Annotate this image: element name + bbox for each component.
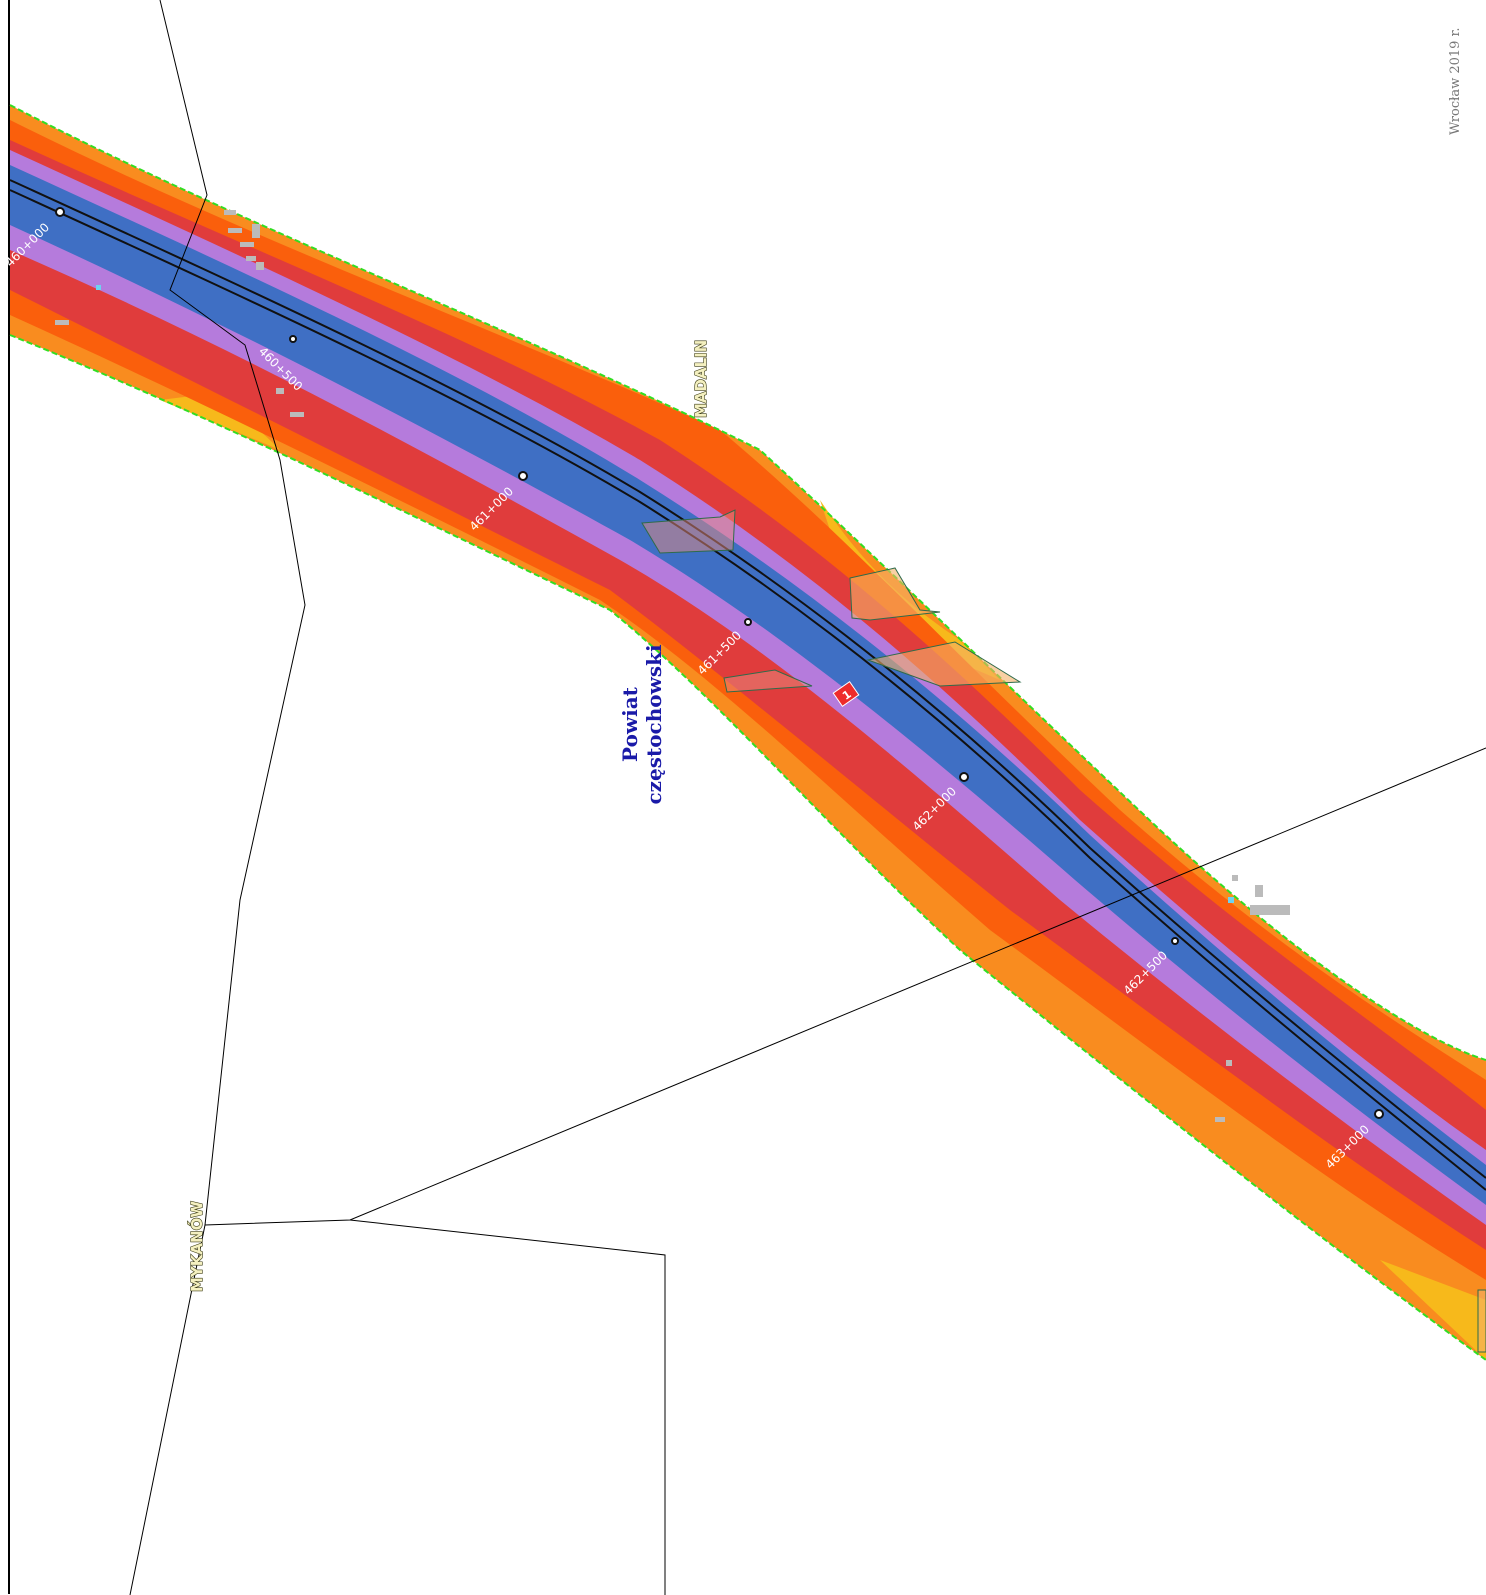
buffer-outline — [9, 104, 1486, 1061]
hatched-area — [1477, 1289, 1486, 1353]
boundary-line — [349, 1219, 666, 1595]
chainage-point — [959, 772, 969, 782]
chainage-point — [1171, 937, 1179, 945]
district-label-block: Powiat częstochowski — [618, 637, 666, 812]
zone-yellow — [160, 395, 280, 450]
map-frame — [8, 0, 1485, 1594]
chainage-point — [744, 618, 752, 626]
chainage-point — [518, 471, 528, 481]
hatched-area — [723, 669, 813, 693]
buildings — [55, 210, 1290, 1122]
hatched-area — [866, 641, 1022, 687]
chainage-point — [289, 335, 297, 343]
buffer-outline — [9, 334, 1486, 1361]
chainage-markers — [55, 207, 1384, 1119]
chainage-point — [55, 207, 65, 217]
hatched-area — [641, 509, 736, 554]
place-label-madalin: MADALIN — [692, 340, 710, 418]
water-marks — [96, 285, 1234, 903]
hatched-area — [849, 567, 941, 621]
zone-violet — [10, 150, 1486, 1225]
place-label-mykanow: MYKANÓW — [187, 1201, 206, 1292]
railway-track — [9, 189, 1486, 1191]
road-marker: 1 — [832, 681, 860, 707]
district-label-top: Powiat — [618, 687, 642, 762]
district-label-bottom: częstochowski — [642, 644, 666, 805]
chainage-point — [1374, 1109, 1384, 1119]
zone-yellow — [1380, 1260, 1486, 1360]
boundary-line — [129, 0, 306, 1595]
author-stamp: Wrocław 2019 r. — [1448, 27, 1463, 135]
railway-track — [9, 179, 1486, 1179]
zone-blue — [10, 165, 1486, 1205]
